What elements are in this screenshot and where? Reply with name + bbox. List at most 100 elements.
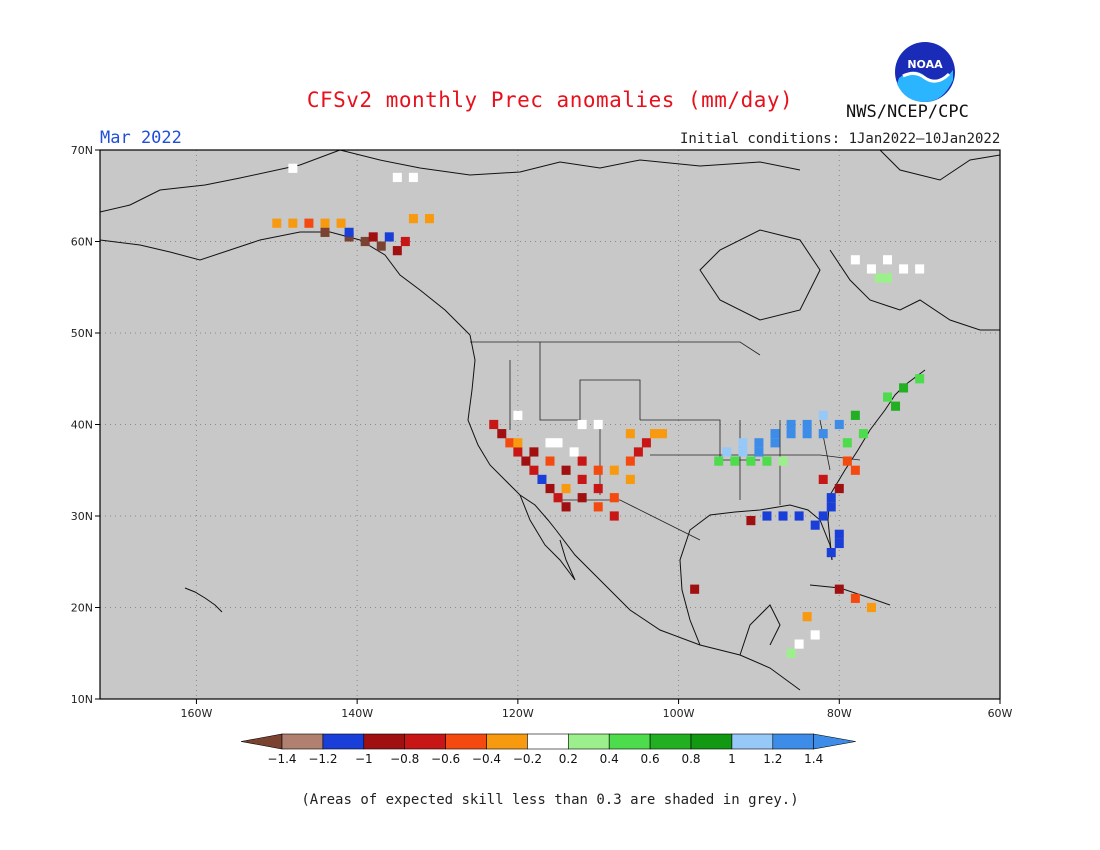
anomaly-cell xyxy=(633,447,643,457)
anomaly-cell xyxy=(770,429,780,439)
anomaly-cell xyxy=(497,429,507,439)
anomaly-cell xyxy=(826,493,836,503)
anomaly-cell xyxy=(834,419,844,430)
anomaly-cell xyxy=(746,456,756,466)
anomaly-cell xyxy=(762,456,772,466)
coastline-segment xyxy=(99,231,471,336)
anomaly-cell xyxy=(513,438,523,448)
anomaly-cell xyxy=(545,483,555,494)
anomaly-cell xyxy=(850,410,860,420)
coastline-segment xyxy=(184,587,223,613)
anomaly-cell xyxy=(850,465,860,475)
anomaly-cell xyxy=(521,456,531,466)
anomaly-cell xyxy=(802,419,812,430)
anomaly-cell xyxy=(786,419,796,430)
initial-conditions: Initial conditions: 1Jan2022–10Jan2022 xyxy=(680,131,1001,147)
border-segment xyxy=(539,342,641,421)
anomaly-cell xyxy=(408,214,418,224)
anomaly-cell xyxy=(714,456,724,466)
anomaly-cell xyxy=(489,419,499,430)
anomaly-cell xyxy=(569,447,579,457)
anomaly-cell xyxy=(842,438,852,448)
anomaly-cell xyxy=(915,374,925,384)
anomaly-cell xyxy=(529,465,539,475)
organization-label: NWS/NCEP/CPC xyxy=(846,102,969,122)
lat-tick-label: 40N xyxy=(71,419,93,432)
anomaly-cell xyxy=(858,429,868,439)
lon-tick-label: 60W xyxy=(988,707,1013,720)
coastline-segment xyxy=(699,229,821,321)
noaa-logo-icon: NOAA xyxy=(895,42,955,102)
anomaly-cells xyxy=(272,163,925,658)
anomaly-cell xyxy=(810,520,820,530)
anomaly-cell xyxy=(826,502,836,512)
anomaly-cell xyxy=(802,612,812,622)
coastline-segment xyxy=(467,334,557,531)
anomaly-cell xyxy=(834,529,844,539)
anomaly-cell xyxy=(376,241,386,251)
anomaly-cell xyxy=(762,511,772,521)
border-segment xyxy=(470,341,761,356)
anomaly-cell xyxy=(794,639,804,649)
anomaly-cell xyxy=(320,218,330,228)
anomaly-cell xyxy=(320,227,330,237)
anomaly-cell xyxy=(368,232,378,242)
anomaly-cell xyxy=(577,419,587,430)
grid-lines xyxy=(100,150,1000,699)
chart-title: CFSv2 monthly Prec anomalies (mm/day) xyxy=(306,88,794,112)
anomaly-cell xyxy=(850,255,860,265)
anomaly-cell xyxy=(561,483,571,494)
coastline-segment xyxy=(339,149,801,176)
anomaly-cell xyxy=(722,447,732,457)
anomaly-cell xyxy=(834,584,844,594)
anomaly-cell xyxy=(834,538,844,549)
anomaly-cell xyxy=(537,474,547,484)
anomaly-cell xyxy=(891,401,901,411)
skill-note: (Areas of expected skill less than 0.3 a… xyxy=(301,792,799,808)
anomaly-cell xyxy=(384,232,394,242)
anomaly-cell xyxy=(641,438,651,448)
anomaly-cell xyxy=(609,465,619,475)
anomaly-cell xyxy=(810,630,820,640)
lon-tick-label: 140W xyxy=(341,707,373,720)
anomaly-cell xyxy=(408,172,418,183)
anomaly-cell xyxy=(505,438,515,448)
anomaly-cell xyxy=(288,218,298,228)
anomaly-cell xyxy=(288,163,298,173)
anomaly-cell xyxy=(561,502,571,512)
anomaly-cell xyxy=(690,584,700,594)
coastline-segment xyxy=(829,249,1000,331)
anomaly-cell xyxy=(513,410,523,420)
anomaly-cell xyxy=(344,227,354,237)
border-segment xyxy=(819,419,831,471)
anomaly-cell xyxy=(738,438,748,448)
coastline-segment xyxy=(555,529,801,691)
anomaly-cell xyxy=(818,474,828,484)
anomaly-cell xyxy=(649,429,659,439)
coastline-segment xyxy=(519,494,576,581)
coastline-segment xyxy=(879,149,1001,181)
lat-tick-label: 10N xyxy=(71,693,93,706)
lon-tick-label: 160W xyxy=(180,707,212,720)
anomaly-cell xyxy=(786,648,796,658)
lat-tick-label: 50N xyxy=(71,327,93,340)
anomaly-cell xyxy=(802,429,812,439)
coastline-segment xyxy=(99,149,341,213)
anomaly-cell xyxy=(400,236,410,247)
anomaly-cell xyxy=(553,493,563,503)
anomaly-cell xyxy=(778,511,788,521)
anomaly-cell xyxy=(625,429,635,439)
lon-tick-label: 80W xyxy=(827,707,852,720)
logo-text: NOAA xyxy=(907,58,943,71)
lon-tick-label: 120W xyxy=(502,707,534,720)
lon-tick-label: 100W xyxy=(663,707,695,720)
coastline-segment xyxy=(739,604,781,656)
anomaly-cell xyxy=(593,502,603,512)
anomaly-cell xyxy=(826,548,836,558)
anomaly-cell xyxy=(770,438,780,448)
anomaly-cell xyxy=(818,429,828,439)
anomaly-cell xyxy=(545,438,555,448)
anomaly-cell xyxy=(625,456,635,466)
anomaly-cell xyxy=(529,447,539,457)
